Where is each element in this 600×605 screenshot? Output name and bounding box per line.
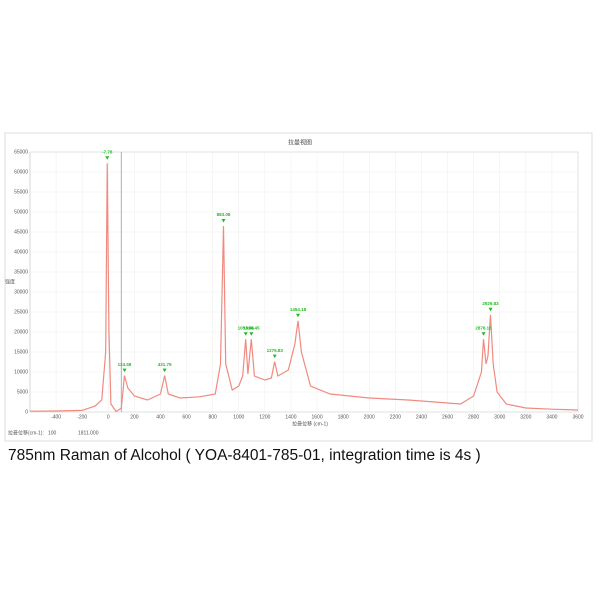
x-tick-label: 3400 [546, 414, 557, 420]
spectrum-line [29, 163, 579, 413]
x-tick-label: 600 [182, 414, 191, 420]
status-cursor: 100 [48, 430, 57, 436]
x-tick-label: 800 [208, 414, 217, 420]
y-tick-label: 30000 [14, 289, 28, 295]
y-tick-label: 45000 [14, 229, 28, 235]
y-tick-label: 20000 [14, 329, 28, 335]
y-tick-label: 55000 [14, 189, 28, 195]
y-tick-label: 15000 [14, 349, 28, 355]
y-tick-label: 5000 [17, 389, 28, 395]
y-tick-label: 40000 [14, 249, 28, 255]
x-tick-label: 3000 [494, 414, 505, 420]
x-tick-label: 1400 [285, 414, 296, 420]
x-tick-label: 3200 [520, 414, 531, 420]
x-tick-label: 2200 [390, 414, 401, 420]
chart-title: 拉曼视图 [288, 139, 312, 147]
x-tick-label: 0 [107, 414, 110, 420]
peak-marker [249, 332, 254, 336]
peak-marker [122, 368, 127, 373]
peak-label: 1454.18 [290, 307, 307, 312]
status-value: 1811.000 [78, 430, 99, 436]
peak-label: 1053.68 [238, 325, 255, 330]
peak-label: -7.78 [102, 149, 113, 154]
peak-label: 2876.16 [475, 325, 492, 330]
peak-marker [272, 354, 277, 359]
x-tick-label: 1800 [338, 414, 349, 420]
peak-label: 2929.83 [482, 301, 499, 306]
peak-marker [162, 368, 167, 373]
peak-label: 1096.45 [243, 325, 260, 330]
peak-marker [296, 313, 301, 318]
y-tick-label: 25000 [14, 309, 28, 315]
x-tick-label: -400 [51, 414, 61, 420]
plot-area [29, 151, 579, 413]
x-tick-label: 3600 [572, 414, 583, 420]
y-tick-label: 35000 [14, 269, 28, 275]
peak-label: 1275.83 [267, 348, 284, 353]
x-tick-label: 2000 [364, 414, 375, 420]
x-tick-label: 1000 [233, 414, 244, 420]
peak-marker [105, 156, 110, 160]
peak-label: 883.08 [217, 212, 231, 217]
x-tick-label: 1200 [259, 414, 270, 420]
x-tick-label: 400 [156, 414, 165, 420]
peak-marker [481, 332, 486, 336]
y-tick-label: 60000 [14, 169, 28, 175]
x-tick-label: 200 [130, 414, 139, 420]
peak-marker [243, 332, 248, 336]
x-tick-label: 2800 [468, 414, 479, 420]
peak-marker [221, 219, 226, 223]
peak-label: 431.79 [158, 362, 172, 367]
frame [4, 132, 593, 442]
peak-label: 124.58 [118, 362, 132, 367]
caption: 785nm Raman of Alcohol ( YOA-8401-785-01… [8, 447, 481, 464]
y-tick-label: 65000 [14, 149, 28, 155]
y-tick-label: 50000 [14, 209, 28, 215]
y-tick-label: 10000 [14, 369, 28, 375]
status-label: 拉曼位移(cm-1): [8, 429, 44, 436]
y-axis-label: 强度 [5, 278, 15, 285]
x-tick-label: 2400 [416, 414, 427, 420]
x-axis-label: 拉曼位移 (cm-1) [292, 420, 328, 427]
x-tick-label: 1600 [311, 414, 322, 420]
x-tick-label: -200 [77, 414, 87, 420]
x-tick-label: 2600 [442, 414, 453, 420]
peak-marker [488, 307, 493, 312]
y-tick-label: 0 [25, 409, 28, 415]
